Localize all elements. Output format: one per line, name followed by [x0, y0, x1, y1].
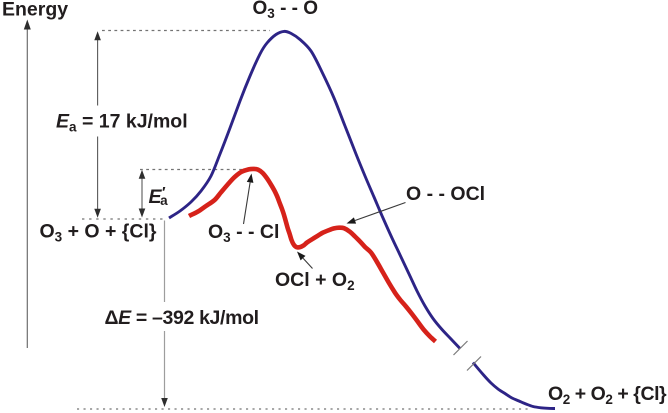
svg-text:O3 - - O: O3 - - O [253, 0, 319, 21]
svg-text:O3 + O + {Cl}: O3 + O + {Cl} [40, 221, 157, 245]
svg-text:ΔE = –392 kJ/mol: ΔE = –392 kJ/mol [105, 307, 259, 329]
svg-text:O2 + O2 + {Cl}: O2 + O2 + {Cl} [548, 383, 667, 407]
svg-text:OCl + O2: OCl + O2 [275, 269, 355, 293]
svg-text:E′a: E′a [149, 184, 169, 208]
svg-text:Ea = 17 kJ/mol: Ea = 17 kJ/mol [56, 110, 188, 134]
svg-text:O3 - - Cl: O3 - - Cl [208, 221, 279, 245]
svg-text:O - - OCl: O - - OCl [406, 183, 485, 205]
svg-text:Energy: Energy [2, 0, 68, 21]
